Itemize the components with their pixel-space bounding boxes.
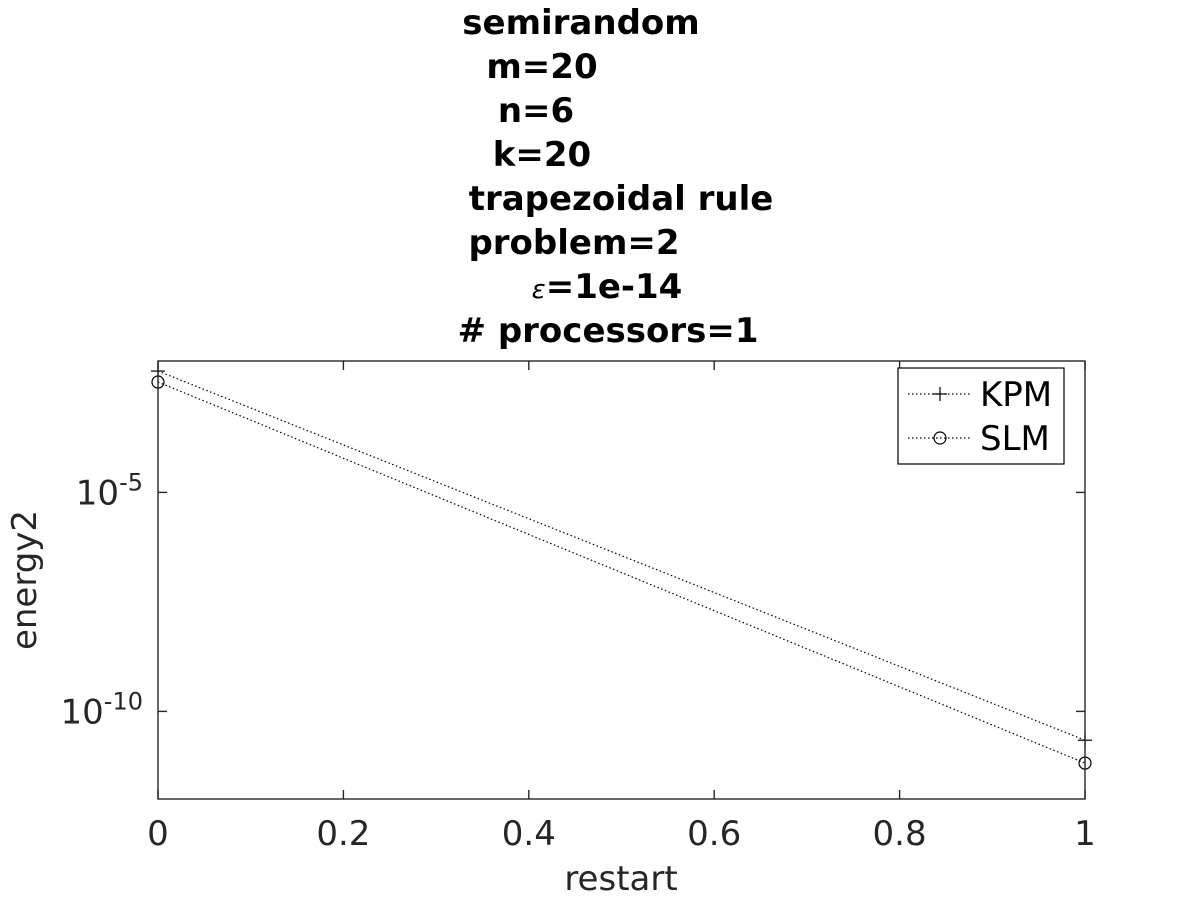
y-tick-label: 10-10 [61,687,143,732]
y-axis-ticks: 10-510-10 [61,468,1085,732]
y-axis-label: energy2 [5,510,45,650]
x-axis-ticks: 0 0.2 0.4 0.6 0.8 1 [147,361,1096,854]
title-line-2: m=20 [486,47,597,87]
chart-title: semirandom m=20 n=6 k=20 trapezoidal rul… [458,3,774,351]
title-line-1: semirandom [462,3,699,43]
epsilon-symbol: ε [532,275,546,305]
legend-marker-slm [933,431,947,445]
legend-box [897,367,1065,465]
x-tick-label: 0.2 [316,814,370,854]
title-line-6: problem=2 [468,223,679,263]
y-tick-exponent: -10 [104,687,143,715]
title-line-3: n=6 [498,91,574,131]
y-tick-base: 10 [61,692,104,732]
plot-frame [157,360,1086,800]
x-tick-label: 1 [1074,814,1096,854]
legend-label-kpm: KPM [980,375,1052,415]
epsilon-value: =1e-14 [546,267,683,307]
title-line-4: k=20 [493,135,591,175]
x-tick-label: 0.4 [502,814,556,854]
title-line-7: ε=1e-14 [532,267,683,307]
y-tick-label: 10-5 [76,468,143,513]
x-tick-label: 0.8 [873,814,927,854]
y-tick-exponent: -5 [119,468,143,496]
y-tick-base: 10 [76,473,119,513]
title-line-5: trapezoidal rule [469,179,774,219]
title-line-8: # processors=1 [458,311,759,351]
x-tick-label: 0 [147,814,169,854]
legend-marker-kpm [933,387,947,401]
x-axis-label: restart [564,859,677,899]
legend-label-slm: SLM [980,419,1050,459]
x-tick-label: 0.6 [687,814,741,854]
series-line-slm [157,381,1086,764]
